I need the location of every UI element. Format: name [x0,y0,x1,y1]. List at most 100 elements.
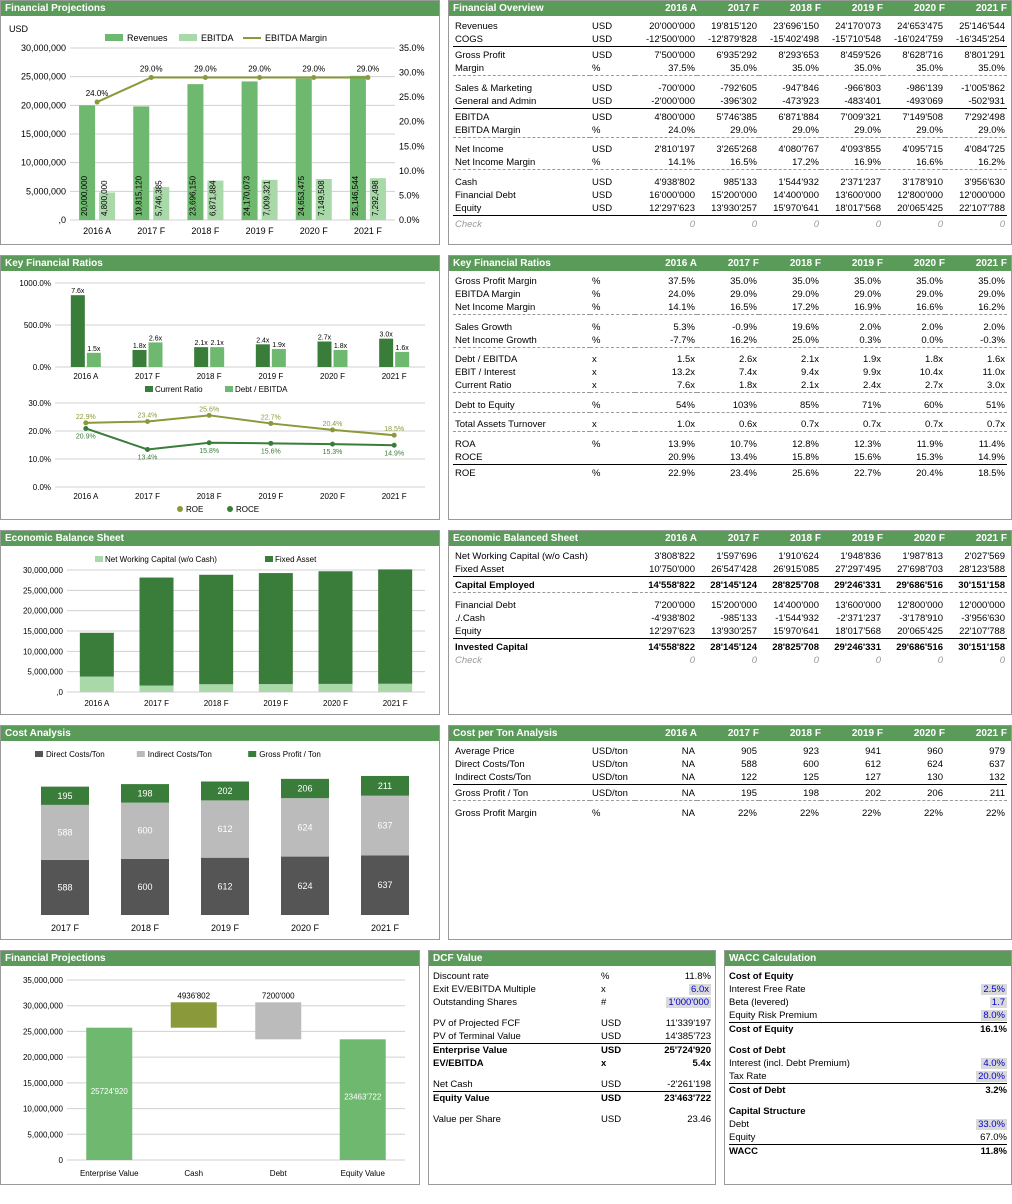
cell-value: 22.9% [635,467,697,480]
row-label: Gross Profit [453,49,590,62]
row-unit: USD [590,176,635,189]
cell-value: 22% [883,807,945,820]
year-header: 2020 F [883,3,945,14]
cell-value: 35.0% [697,62,759,76]
cell-value: 0 [821,654,883,667]
year-header: 2020 F [883,258,945,269]
table-row: Gross Profit Margin%NA22%22%22%22%22% [453,807,1007,820]
svg-text:Gross Profit / Ton: Gross Profit / Ton [259,750,321,759]
wacc-label: WACC [729,1146,937,1157]
table-row: Sales & MarketingUSD-700'000-792'605-947… [453,82,1007,95]
svg-text:30,000,000: 30,000,000 [23,1002,64,1011]
cell-value: 30'151'158 [945,579,1007,593]
svg-text:5,000,000: 5,000,000 [26,186,66,196]
svg-text:7200'000: 7200'000 [262,991,295,1000]
panel-title: Cost Analysis [5,728,71,739]
svg-text:20.0%: 20.0% [399,117,425,127]
balance-chart: ,05,000,00010,000,00015,000,00020,000,00… [5,550,435,710]
cell-value: 211 [945,787,1007,801]
key-ratios-table-panel: Key Financial Ratios 2016 A2017 F2018 F2… [448,255,1012,520]
cell-value: 7.6x [635,379,697,393]
svg-text:10,000,000: 10,000,000 [21,158,66,168]
cell-value: 0 [883,654,945,667]
table-row: Gross ProfitUSD7'500'0006'935'2928'293'6… [453,49,1007,62]
cell-value: 24.0% [635,124,697,138]
cell-value: 35.0% [697,275,759,288]
cell-value: 0 [635,654,697,667]
svg-text:588: 588 [57,882,72,892]
cell-value: 2.0% [883,321,945,334]
svg-text:20.4%: 20.4% [323,421,343,428]
svg-text:30,000,000: 30,000,000 [23,566,64,575]
svg-text:637: 637 [377,880,392,890]
cell-value: 132 [945,771,1007,785]
cell-value: 2.0% [821,321,883,334]
svg-text:2018 F: 2018 F [197,372,222,381]
dcf-label: Equity Value [433,1093,601,1104]
cell-value: 24'170'073 [821,20,883,33]
row-label: Cash [453,176,590,189]
wacc-value: 1.7 [937,997,1007,1008]
dcf-label: EV/EBITDA [433,1058,601,1069]
cell-value: 624 [883,758,945,771]
svg-text:ROE: ROE [186,505,203,514]
cell-value: 27'297'495 [821,563,883,577]
cell-value: 14.1% [635,301,697,315]
table-row: ROE%22.9%23.4%25.6%22.7%20.4%18.5% [453,467,1007,480]
panel-title: Economic Balance Sheet [5,533,124,544]
svg-text:25,000,000: 25,000,000 [21,72,66,82]
cost-table: Average PriceUSD/tonNA905923941960979Dir… [453,745,1007,820]
cell-value: 3'808'822 [635,550,697,563]
cell-value: -2'000'000 [635,95,697,109]
cell-value: 19.6% [759,321,821,334]
row-unit [590,218,635,231]
svg-text:2017 F: 2017 F [144,699,169,708]
cell-value: 60% [883,399,945,413]
row-unit: USD/ton [590,787,635,801]
cell-value: 2.1x [759,379,821,393]
year-header: 2016 A [635,533,697,544]
cell-value: 85% [759,399,821,413]
cell-value: 7'149'508 [883,111,945,124]
svg-text:Indirect Costs/Ton: Indirect Costs/Ton [148,750,212,759]
dcf-row: PV of Projected FCFUSD11'339'197 [433,1017,711,1030]
dcf-row: Outstanding Shares#1'000'000 [433,996,711,1009]
row-unit [590,599,635,612]
cell-value: 14'558'822 [635,641,697,654]
cell-value: 14'400'000 [759,189,821,202]
svg-text:2018 F: 2018 F [204,699,229,708]
cell-value: 15'200'000 [697,189,759,202]
cell-value: 28'123'588 [945,563,1007,577]
svg-text:EBITDA Margin: EBITDA Margin [265,33,327,43]
cell-value: 10'750'000 [635,563,697,577]
cell-value: 0.7x [883,418,945,432]
key-ratios-chart-panel: Key Financial Ratios 0.0%500.0%1000.0%7.… [0,255,440,520]
svg-text:Debt: Debt [270,1169,288,1178]
cell-value: 2.4x [821,379,883,393]
svg-text:0.0%: 0.0% [33,483,51,492]
row-unit: % [590,467,635,480]
svg-text:USD: USD [9,24,29,34]
svg-text:10.0%: 10.0% [399,166,425,176]
cell-value: 9.4x [759,366,821,379]
svg-text:24,653,475: 24,653,475 [297,175,306,216]
row-unit: USD [590,20,635,33]
panel-title: Cost per Ton Analysis [453,728,557,739]
cell-value: 20'065'425 [883,202,945,216]
svg-text:15.3%: 15.3% [323,449,343,456]
svg-text:2019 F: 2019 F [258,372,283,381]
table-row: Debt to Equity%54%103%85%71%60%51% [453,399,1007,413]
waterfall-panel: Financial Projections 05,000,00010,000,0… [0,950,420,1185]
cell-value: 588 [697,758,759,771]
cell-value: 3'956'630 [945,176,1007,189]
year-header: 2021 F [945,3,1007,14]
cell-value: 28'145'124 [697,579,759,593]
svg-text:25.0%: 25.0% [399,92,425,102]
table-row: RevenuesUSD20'000'00019'815'12023'696'15… [453,20,1007,33]
panel-title: Key Financial Ratios [5,258,103,269]
table-row: ROA%13.9%10.7%12.8%12.3%11.9%11.4% [453,438,1007,451]
cell-value: -12'879'828 [697,33,759,47]
cell-value: 2.1x [759,353,821,366]
row-unit [590,563,635,577]
row-label: ./.Cash [453,612,590,625]
